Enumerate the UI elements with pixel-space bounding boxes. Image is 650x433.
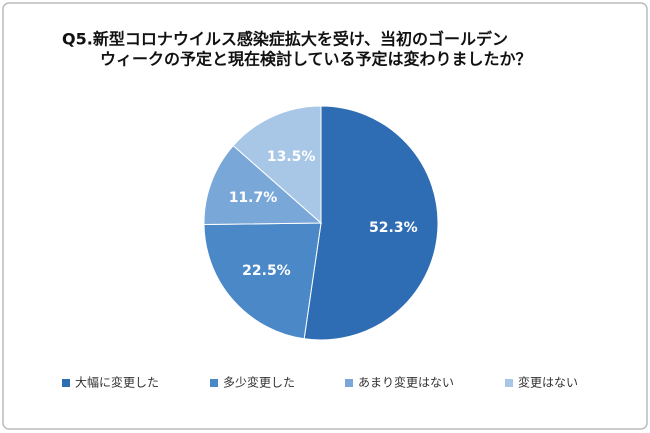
pie-slice xyxy=(232,105,322,225)
pie-slice xyxy=(303,105,439,341)
legend-label: あまり変更はない xyxy=(358,375,454,390)
legend-label: 大幅に変更した xyxy=(75,375,159,390)
legend-swatch xyxy=(62,379,70,387)
chart-title-line: Q5.新型コロナウイルス感染症拡大を受け、当初のゴールデン xyxy=(62,30,508,49)
data-label: 52.3% xyxy=(369,220,418,236)
legend-swatch xyxy=(210,379,218,387)
pie-slice xyxy=(203,144,323,225)
data-label: 11.7% xyxy=(229,190,278,206)
pie-slice xyxy=(203,222,322,340)
legend-swatch xyxy=(345,379,353,387)
legend-swatch xyxy=(505,379,513,387)
data-label: 22.5% xyxy=(242,263,291,279)
legend-label: 多少変更した xyxy=(223,375,295,390)
chart-title-line: ウィークの予定と現在検討している予定は変わりましたか？ xyxy=(100,50,532,69)
data-label: 13.5% xyxy=(267,149,316,165)
legend-label: 変更はない xyxy=(518,375,578,390)
